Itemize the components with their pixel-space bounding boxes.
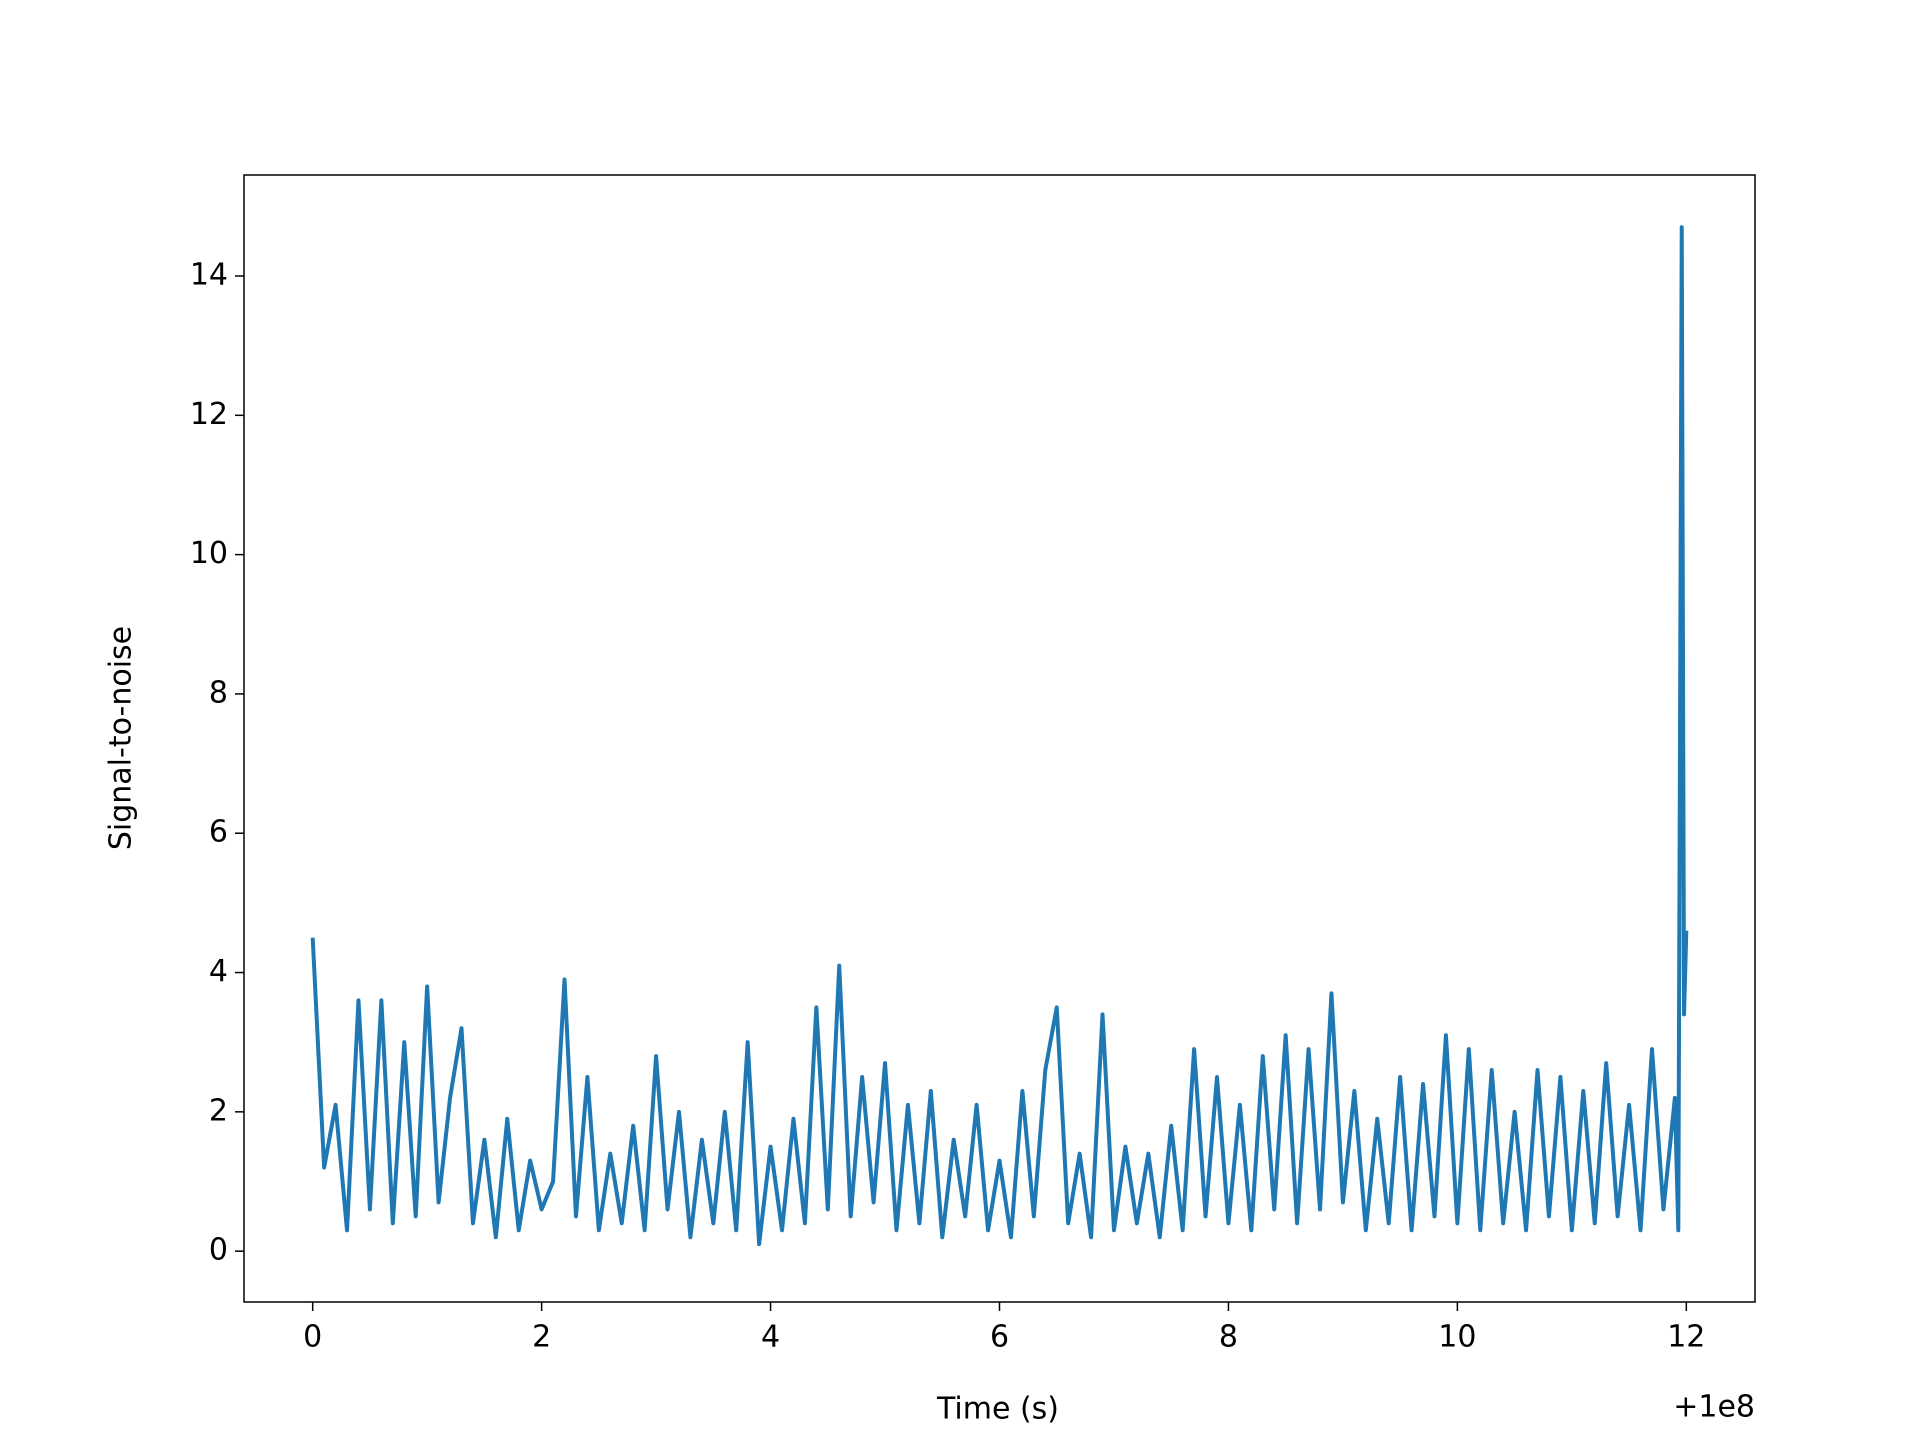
- x-tick-label: 10: [1438, 1320, 1476, 1355]
- y-tick-label: 0: [209, 1233, 228, 1268]
- x-offset-label: +1e8: [1673, 1390, 1755, 1425]
- y-tick-label: 2: [209, 1093, 228, 1128]
- y-tick-label: 4: [209, 954, 228, 989]
- line-series: [310, 225, 1689, 1247]
- x-axis-label: Time (s): [936, 1392, 1059, 1427]
- plot-frame: [243, 174, 1756, 1303]
- x-tick-label: 4: [761, 1320, 780, 1355]
- y-tick-label: 6: [209, 815, 228, 850]
- x-tick-label: 6: [990, 1320, 1009, 1355]
- y-tick-label: 14: [190, 257, 228, 292]
- y-tick-label: 10: [190, 536, 228, 571]
- x-tick-label: 12: [1667, 1320, 1705, 1355]
- y-tick-label: 12: [190, 397, 228, 432]
- y-tick-label: 8: [209, 675, 228, 710]
- x-tick-label: 8: [1219, 1320, 1238, 1355]
- x-tick-label: 0: [303, 1320, 322, 1355]
- x-tick-label: 2: [532, 1320, 551, 1355]
- y-axis-label: Signal-to-noise: [104, 626, 139, 850]
